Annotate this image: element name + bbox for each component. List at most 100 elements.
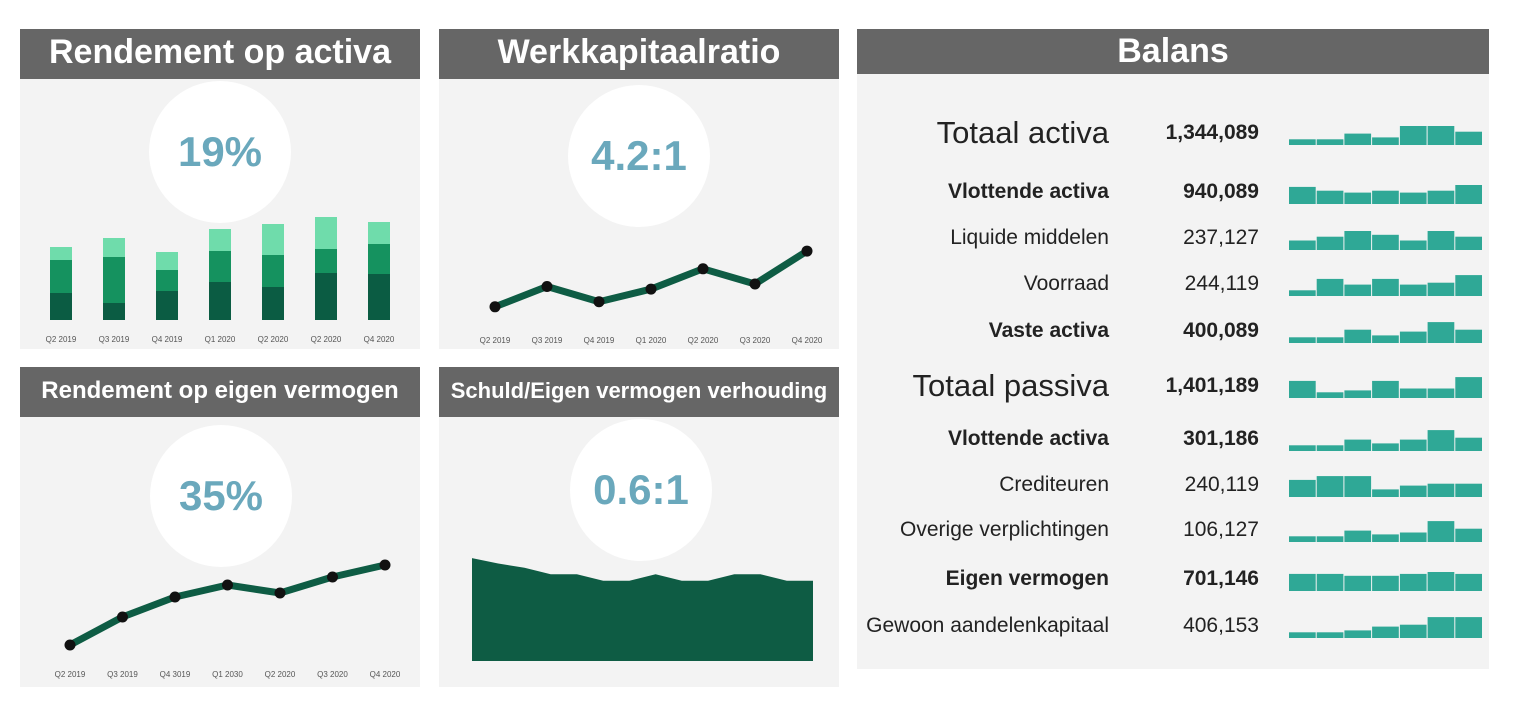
sparkline-bar	[1372, 190, 1399, 204]
bar-segment-bottom	[209, 282, 231, 320]
sparkline-bar	[1316, 536, 1344, 542]
sparkline-bar	[1344, 329, 1372, 343]
balance-title: Balans	[857, 29, 1489, 74]
bar-segment-bottom	[103, 303, 125, 320]
sparkline-bar	[1372, 489, 1399, 497]
balance-row-label: Crediteuren	[999, 473, 1109, 496]
series-line	[491, 247, 811, 311]
sparkline-bar	[1372, 534, 1399, 542]
bar-segment-top	[315, 217, 337, 249]
data-point	[222, 579, 233, 591]
sparkline-bar	[1399, 439, 1427, 451]
x-tick-label: Q2 2020	[265, 670, 296, 679]
roe-title: Rendement op eigen vermogen	[20, 367, 420, 417]
balance-row-value: 106,127	[1183, 518, 1259, 541]
roe-panel: Rendement op eigen vermogen 35% Q2 2019 Q…	[20, 367, 420, 687]
balance-row: Vlottende activa 940,089	[857, 172, 1489, 212]
sparkline-bar	[1399, 485, 1427, 497]
roa-kpi: 19%	[149, 81, 291, 223]
sparkline-bar	[1372, 626, 1399, 638]
balance-row: Vlottende activa 301,186	[857, 419, 1489, 459]
x-tick-label: Q3 2019	[99, 335, 130, 344]
balance-sparkline	[1289, 521, 1482, 542]
sparkline-bar	[1289, 290, 1316, 296]
x-tick-label: Q4 2020	[364, 335, 395, 344]
balance-row: Gewoon aandelenkapitaal 406,153	[857, 606, 1489, 646]
bar-segment-top	[50, 247, 72, 260]
balance-row: Crediteuren 240,119	[857, 465, 1489, 505]
balance-row-label: Totaal passiva	[912, 368, 1109, 403]
sparkline-bar	[1427, 483, 1455, 497]
balance-row-value: 240,119	[1184, 473, 1259, 496]
balance-row: Liquide middelen 237,127	[857, 218, 1489, 258]
sparkline-bar	[1289, 380, 1316, 398]
balance-sparkline	[1289, 430, 1482, 451]
sparkline-bar	[1455, 617, 1482, 638]
x-tick-label: Q2 2020	[688, 336, 719, 345]
bar-segment-middle	[262, 255, 284, 287]
data-point	[117, 611, 128, 623]
x-tick-label: Q4 3019	[160, 670, 191, 679]
balance-row: Vaste activa 400,089	[857, 311, 1489, 351]
balance-panel: Balans Totaal activa 1,344,089 Vlottende a…	[857, 29, 1489, 669]
area-series	[472, 558, 813, 661]
balance-row: Voorraad 244,119	[857, 264, 1489, 304]
de-kpi: 0.6:1	[570, 419, 712, 561]
sparkline-bar	[1289, 337, 1316, 343]
x-tick-label: Q2 2020	[258, 335, 289, 344]
x-tick-label: Q2 2019	[480, 336, 511, 345]
bar-segment-top	[156, 252, 178, 270]
sparkline-bar	[1344, 530, 1372, 542]
sparkline-bar	[1399, 126, 1427, 145]
sparkline-bar	[1344, 192, 1372, 204]
x-tick-label: Q3 2020	[317, 670, 348, 679]
sparkline-bar	[1455, 185, 1482, 204]
sparkline-bar	[1427, 231, 1455, 250]
bar-segment-top	[262, 224, 284, 255]
sparkline-bar	[1455, 236, 1482, 250]
sparkline-bar	[1399, 331, 1427, 343]
sparkline-bar	[1427, 521, 1455, 542]
balance-sparkline	[1289, 275, 1482, 296]
balance-row-label: Overige verplichtingen	[900, 518, 1109, 541]
balance-row: Totaal activa 1,344,089	[857, 113, 1489, 153]
x-tick-label: Q1 2020	[636, 336, 667, 345]
x-tick-label: Q4 2020	[792, 336, 823, 345]
data-point	[169, 591, 181, 603]
balance-row-value: 237,127	[1183, 226, 1259, 249]
x-tick-label: Q4 2019	[584, 336, 615, 345]
sparkline-bar	[1399, 388, 1427, 398]
sparkline-bar	[1455, 377, 1482, 398]
sparkline-bar	[1427, 322, 1455, 343]
balance-row-label: Liquide middelen	[950, 226, 1109, 249]
x-tick-label: Q2 2020	[311, 335, 342, 344]
data-point	[274, 587, 286, 599]
sparkline-bar	[1289, 632, 1316, 638]
balance-sparkline	[1289, 572, 1482, 591]
balance-sparkline	[1289, 617, 1482, 638]
sparkline-bar	[1399, 532, 1427, 542]
data-point	[64, 639, 76, 651]
sparkline-bar	[1399, 240, 1427, 250]
bar-segment-middle	[156, 270, 178, 291]
sparkline-bar	[1455, 437, 1482, 451]
sparkline-bar	[1455, 528, 1482, 542]
sparkline-bar	[1372, 575, 1399, 591]
balance-sparkline	[1289, 185, 1482, 204]
sparkline-bar	[1344, 476, 1372, 497]
bar-segment-top	[368, 222, 390, 244]
sparkline-bar	[1427, 190, 1455, 204]
balance-row-label: Gewoon aandelenkapitaal	[866, 614, 1109, 637]
balance-row-value: 400,089	[1183, 319, 1259, 342]
sparkline-bar	[1316, 139, 1344, 145]
sparkline-bar	[1455, 483, 1482, 497]
sparkline-bar	[1372, 234, 1399, 250]
bar-segment-middle	[103, 257, 125, 303]
x-tick-label: Q1 2020	[205, 335, 236, 344]
balance-sparkline	[1289, 476, 1482, 497]
balance-sparkline	[1289, 322, 1482, 343]
sparkline-bar	[1399, 192, 1427, 204]
balance-sparkline	[1289, 231, 1482, 250]
x-tick-label: Q3 2019	[532, 336, 563, 345]
wc-kpi: 4.2:1	[568, 85, 710, 227]
